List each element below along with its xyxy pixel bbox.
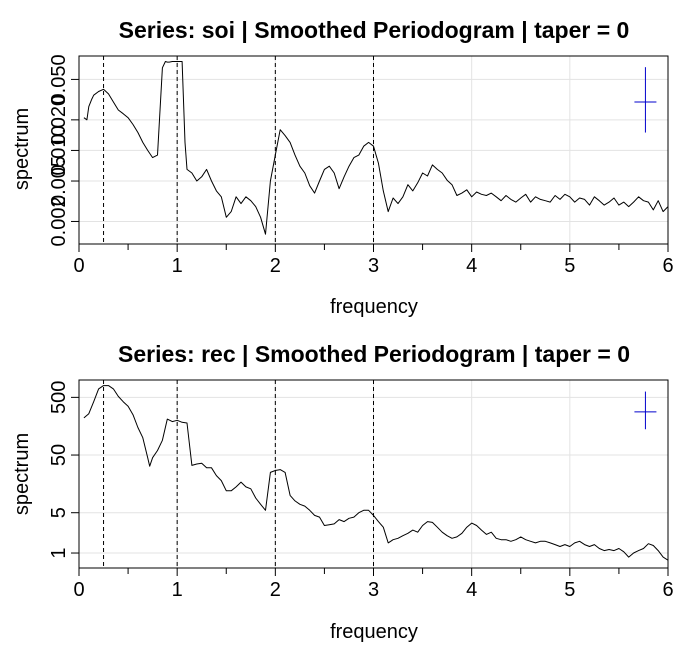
x-tick-label: 6 — [662, 255, 673, 277]
x-tick-label: 1 — [172, 255, 183, 277]
series-line — [83, 61, 668, 235]
series-line — [83, 385, 668, 561]
y-tick-label: 0.020 — [48, 95, 70, 145]
x-tick-label: 2 — [270, 579, 281, 601]
x-tick-label: 0 — [73, 579, 84, 601]
panel-title: Series: rec | Smoothed Periodogram | tap… — [118, 341, 630, 367]
y-tick-label: 1 — [48, 547, 70, 558]
y-axis-label: spectrum — [11, 433, 33, 515]
y-tick-label: 50 — [48, 444, 70, 466]
x-tick-label: 0 — [73, 255, 84, 277]
x-axis: 0 1 2 3 4 5 6 — [73, 568, 674, 601]
y-tick-label: 0.005 — [48, 156, 70, 206]
x-tick-label: 5 — [564, 255, 575, 277]
x-axis: 0 1 2 3 4 5 6 — [73, 244, 674, 277]
x-tick-label: 4 — [466, 255, 477, 277]
x-tick-label: 2 — [270, 255, 281, 277]
x-tick-label: 3 — [368, 255, 379, 277]
x-tick-label: 4 — [466, 579, 477, 601]
y-tick-label: 500 — [48, 381, 70, 414]
y-tick-label: 0.002 — [48, 196, 70, 246]
x-tick-label: 1 — [172, 579, 183, 601]
x-tick-label: 6 — [662, 579, 673, 601]
y-axis-label: spectrum — [11, 108, 33, 190]
plot-area: 0 1 2 3 4 5 6 1 5 50 500 — [48, 379, 674, 601]
y-tick-label: 0.050 — [48, 54, 70, 104]
y-axis: 1 5 50 500 — [48, 381, 79, 559]
y-tick-label: 5 — [48, 507, 70, 518]
y-tick-label: 0.010 — [48, 125, 70, 175]
x-axis-label: frequency — [330, 621, 418, 643]
x-tick-label: 3 — [368, 579, 379, 601]
panel-rec: Series: rec | Smoothed Periodogram | tap… — [11, 341, 674, 643]
x-tick-label: 5 — [564, 579, 575, 601]
panel-title: Series: soi | Smoothed Periodogram | tap… — [119, 17, 630, 43]
panel-soi: Series: soi | Smoothed Periodogram | tap… — [11, 17, 674, 318]
x-axis-label: frequency — [330, 296, 418, 318]
